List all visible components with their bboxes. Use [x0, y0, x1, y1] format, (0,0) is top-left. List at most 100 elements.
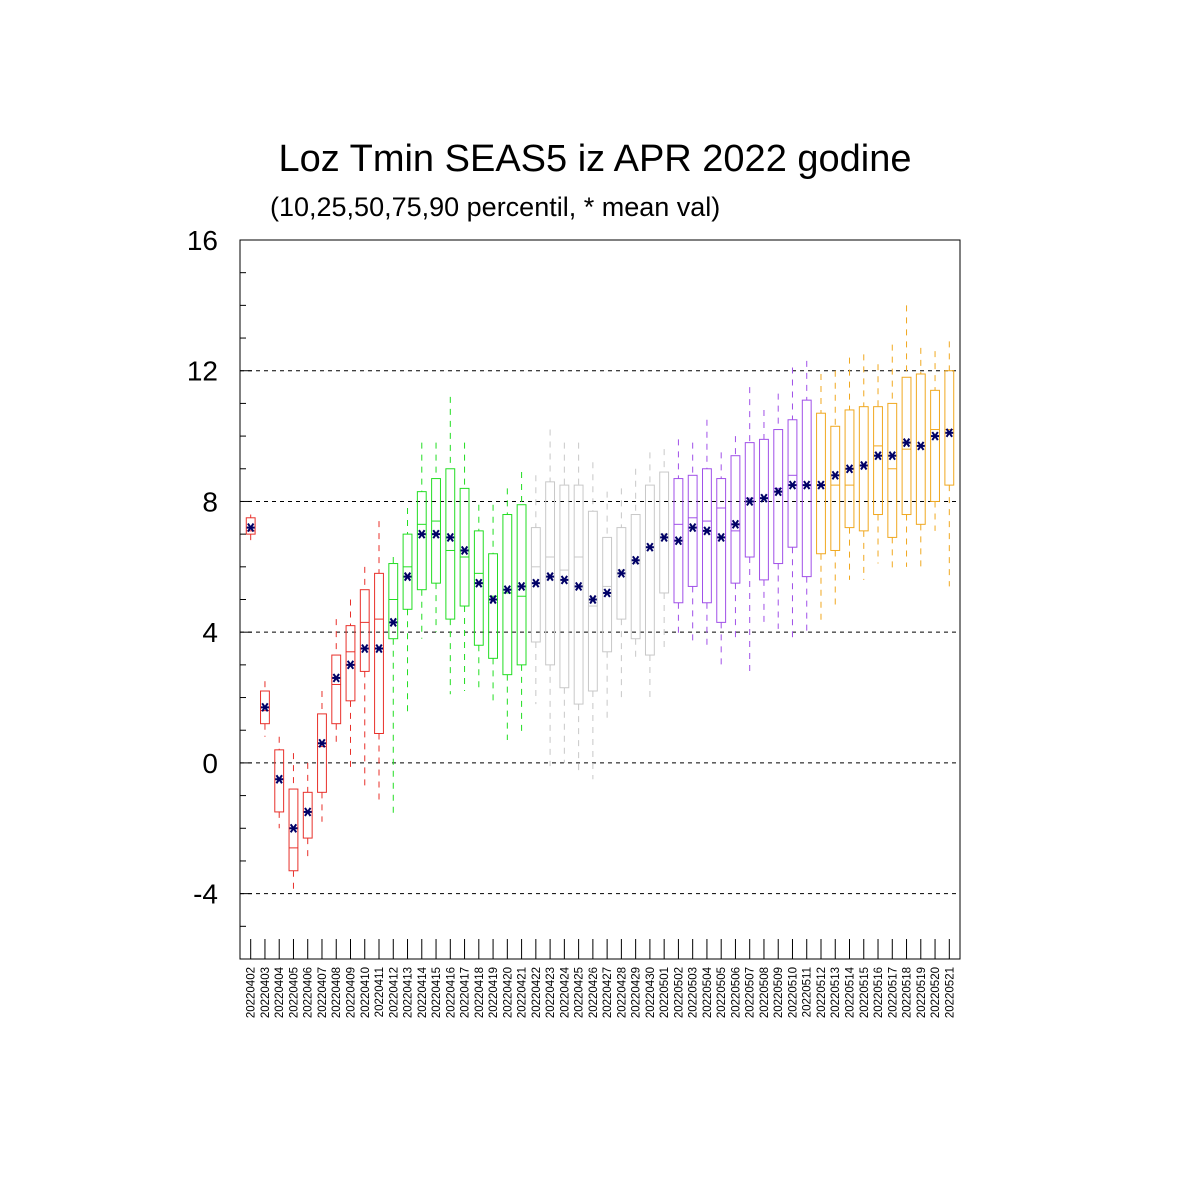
x-tick-label: 20220521: [944, 967, 956, 1018]
iqr-box: [545, 481, 556, 666]
box-plot: [502, 488, 513, 741]
x-tick-label: 20220520: [930, 967, 942, 1018]
mean-marker: [717, 532, 726, 542]
mean-stroke: [632, 555, 640, 565]
mean-marker: [802, 480, 811, 490]
box-plot: [873, 364, 883, 564]
box-plot: [744, 387, 755, 675]
box-plot: [901, 305, 912, 567]
mean-stroke: [503, 585, 511, 595]
mean-marker: [375, 643, 384, 654]
mean-marker: [688, 523, 697, 533]
box-plot: [402, 507, 413, 714]
x-tick-label: 20220408: [331, 967, 343, 1018]
box-plot: [644, 452, 655, 698]
mean-stroke: [532, 578, 540, 588]
mean-stroke: [289, 823, 298, 833]
mean-marker: [916, 441, 925, 451]
mean-marker: [788, 480, 797, 490]
mean-marker: [874, 451, 883, 461]
mean-stroke: [247, 523, 255, 533]
mean-marker: [831, 470, 840, 480]
box-plot: [915, 347, 926, 571]
mean-stroke: [375, 643, 383, 654]
box-plot: [759, 409, 769, 623]
iqr-box: [830, 425, 841, 551]
iqr-box: [858, 406, 869, 532]
mean-stroke: [717, 532, 725, 542]
iqr-box: [844, 409, 855, 529]
mean-stroke: [945, 428, 953, 438]
mean-stroke: [475, 578, 483, 588]
mean-marker: [531, 578, 540, 588]
grid-layer: [240, 239, 960, 895]
mean-stroke: [361, 643, 369, 654]
mean-marker: [845, 464, 854, 474]
mean-marker: [289, 823, 298, 833]
x-tick-label: 20220403: [260, 967, 272, 1018]
mean-stroke: [560, 575, 568, 585]
mean-marker: [417, 529, 426, 539]
mean-stroke: [546, 572, 554, 582]
x-tick-label: 20220412: [388, 967, 400, 1018]
box-plot: [488, 504, 498, 705]
mean-marker: [603, 588, 612, 598]
y-tick-label: 16: [187, 225, 218, 256]
box-plot: [673, 439, 684, 639]
mean-marker: [474, 578, 483, 588]
y-tick-label: 4: [202, 617, 218, 648]
mean-stroke: [574, 581, 583, 592]
iqr-box: [644, 484, 655, 656]
mean-marker: [446, 532, 455, 542]
x-tick-label: 20220416: [445, 967, 457, 1018]
mean-marker: [560, 575, 569, 585]
box-plot: [516, 472, 527, 734]
box-plot: [445, 396, 456, 695]
x-tick-label: 20220428: [616, 967, 628, 1018]
x-tick-label: 20220508: [759, 967, 771, 1018]
box-plot: [530, 475, 541, 705]
iqr-box: [616, 527, 627, 620]
mean-stroke: [261, 702, 269, 712]
x-tick-label: 20220424: [559, 966, 571, 1018]
box-plot: [887, 344, 898, 574]
mean-stroke: [803, 480, 811, 490]
mean-stroke: [346, 660, 355, 670]
iqr-box: [473, 530, 484, 646]
x-tick-label: 20220507: [745, 967, 757, 1018]
box-plot: [659, 449, 670, 649]
chart-subtitle: (10,25,50,75,90 percentil, * mean val): [270, 192, 721, 222]
mean-marker: [275, 774, 284, 784]
iqr-box: [659, 471, 670, 594]
mean-stroke: [332, 673, 340, 683]
x-tick-label: 20220501: [659, 967, 671, 1018]
x-tick-label: 20220506: [730, 967, 742, 1018]
iqr-box: [260, 690, 270, 725]
mean-stroke: [603, 588, 611, 598]
x-tick-label: 20220513: [830, 967, 842, 1018]
mean-marker: [588, 594, 597, 605]
mean-stroke: [275, 774, 283, 784]
mean-stroke: [432, 529, 440, 539]
iqr-box: [630, 514, 641, 640]
mean-marker: [260, 702, 269, 712]
mean-marker: [674, 536, 683, 546]
y-tick-label: 0: [202, 748, 218, 779]
iqr-box: [431, 478, 441, 584]
box-plot: [844, 357, 855, 580]
mean-stroke: [788, 480, 797, 490]
iqr-box: [459, 487, 470, 607]
box-plot: [374, 521, 384, 803]
iqr-box: [873, 406, 883, 516]
mean-marker: [317, 738, 326, 748]
mean-stroke: [617, 568, 626, 578]
x-tick-label: 20220511: [802, 967, 814, 1017]
x-tick-label: 20220502: [673, 967, 685, 1018]
iqr-box: [673, 478, 684, 604]
mean-marker: [517, 581, 526, 592]
mean-stroke: [888, 451, 896, 461]
mean-stroke: [403, 572, 412, 582]
box-plot: [559, 442, 570, 763]
mean-marker: [731, 519, 740, 529]
